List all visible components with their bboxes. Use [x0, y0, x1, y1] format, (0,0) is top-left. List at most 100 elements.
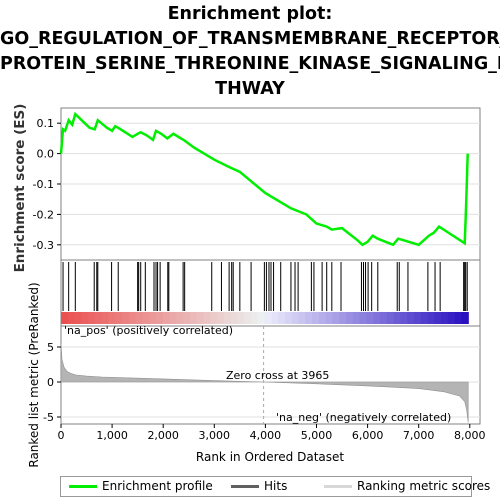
- rank-band-segment: [359, 312, 368, 324]
- rank-band-segment: [264, 312, 273, 324]
- rank-band-segment: [142, 312, 150, 324]
- x-tick-label: 0: [58, 429, 65, 442]
- rank-band-segment: [230, 312, 239, 324]
- rank-band-segment: [447, 312, 456, 324]
- rank-band-segment: [61, 312, 69, 324]
- rank-band-segment: [128, 312, 137, 324]
- es-ytick-label: 0.0: [37, 148, 55, 161]
- legend-label-hits: Hits: [264, 479, 288, 493]
- rank-band-segment: [339, 312, 347, 324]
- rank-band-segment: [183, 312, 191, 324]
- rank-band-segment: [135, 312, 144, 324]
- rank-band-segment: [454, 312, 463, 324]
- pos-label: 'na_pos' (positively correlated): [64, 324, 233, 337]
- rank-band-segment: [67, 312, 76, 324]
- rank-band-segment: [420, 312, 429, 324]
- x-axis-ticks: 0 1,000 2,000 3,000 4,000 5,000 6,000 7,000 8,00…: [58, 424, 486, 442]
- legend-swatch-enrichment: [69, 485, 97, 488]
- rank-band-segment: [305, 312, 313, 324]
- rank-band-segment: [346, 312, 354, 324]
- rank-band-segment: [257, 312, 266, 324]
- rank-band-segment: [162, 312, 171, 324]
- rank-band-segment: [366, 312, 374, 324]
- rank-band-segment: [176, 312, 184, 324]
- x-tick-label: 5,000: [301, 429, 333, 442]
- rank-band-segment: [196, 312, 205, 324]
- rank-band-segment: [156, 312, 164, 324]
- rank-band-segment: [352, 312, 361, 324]
- metric-panel: 5 0 -5 Zero cross at 3965 'na_pos' (positi…: [27, 282, 481, 468]
- hit-lines: [62, 262, 468, 311]
- rank-band-segment: [101, 312, 110, 324]
- es-y-ticks: 0.1 0.0 -0.1 -0.2 -0.3: [33, 117, 61, 252]
- title-line-2: GO_REGULATION_OF_TRANSMEMBRANE_RECEPTOR_: [0, 29, 500, 49]
- zero-cross-label: Zero cross at 3965: [226, 369, 329, 382]
- metric-panel-frame: [60, 325, 481, 425]
- rank-band-segment: [149, 312, 157, 324]
- rank-band-segment: [400, 312, 408, 324]
- rank-band-segment: [413, 312, 422, 324]
- rank-band-segment: [271, 312, 279, 324]
- rank-band-segment: [298, 312, 306, 324]
- rank-band-segment: [189, 312, 198, 324]
- x-axis-label: Rank in Ordered Dataset: [196, 450, 344, 464]
- rank-band-segment: [427, 312, 435, 324]
- rank-band-segment: [251, 312, 259, 324]
- title-line-1: Enrichment plot:: [167, 4, 333, 24]
- legend-label-ranking: Ranking metric scores: [357, 479, 491, 493]
- legend: Enrichment profile Hits Ranking metric s…: [60, 476, 490, 497]
- rank-band-segment: [94, 312, 103, 324]
- rank-band-segment: [108, 312, 116, 324]
- rank-band-segment: [461, 312, 469, 324]
- rank-band-segment: [74, 312, 82, 324]
- es-ytick-label: -0.1: [33, 178, 54, 191]
- rank-band-segment: [210, 312, 218, 324]
- neg-label: 'na_neg' (negatively correlated): [276, 411, 451, 424]
- rank-band-segment: [291, 312, 300, 324]
- x-tick-label: 3,000: [199, 429, 231, 442]
- rank-band-segment: [325, 312, 334, 324]
- es-ytick-label: -0.3: [33, 239, 54, 252]
- metric-ytick-label: 0: [47, 376, 54, 389]
- es-ytick-label: -0.2: [33, 208, 54, 221]
- legend-swatch-ranking: [324, 485, 352, 488]
- x-tick-label: 4,000: [250, 429, 282, 442]
- rank-band-segment: [115, 312, 123, 324]
- legend-label-enrichment: Enrichment profile: [102, 479, 213, 493]
- rank-band-segment: [441, 312, 449, 324]
- legend-item-hits: Hits: [231, 479, 287, 493]
- x-tick-label: 2,000: [147, 429, 179, 442]
- chart-title: Enrichment plot: GO_REGULATION_OF_TRANSM…: [0, 2, 500, 102]
- legend-item-enrichment: Enrichment profile: [69, 479, 213, 493]
- metric-y-ticks: 5 0 -5: [43, 341, 61, 424]
- hits-panel: [60, 259, 481, 327]
- es-panel: 0.1 0.0 -0.1 -0.2 -0.3 Enrichment score (ES): [12, 104, 481, 273]
- x-tick-label: 7,000: [403, 429, 435, 442]
- es-ytick-label: 0.1: [37, 117, 55, 130]
- rank-band-segment: [88, 312, 96, 324]
- legend-item-ranking: Ranking metric scores: [324, 479, 490, 493]
- rank-band-segment: [318, 312, 327, 324]
- rank-band-segment: [407, 312, 415, 324]
- es-grid: [61, 122, 480, 246]
- ranked-list-band: [61, 312, 469, 324]
- rank-band-segment: [169, 312, 177, 324]
- x-tick-label: 8,000: [454, 429, 486, 442]
- rank-band-segment: [223, 312, 232, 324]
- rank-band-segment: [312, 312, 320, 324]
- rank-band-segment: [278, 312, 286, 324]
- metric-ytick-label: -5: [43, 411, 54, 424]
- rank-band-segment: [203, 312, 211, 324]
- rank-band-segment: [332, 312, 340, 324]
- rank-band-segment: [122, 312, 130, 324]
- x-tick-label: 1,000: [96, 429, 128, 442]
- rank-band-segment: [81, 312, 89, 324]
- ranking-metric-area: [60, 343, 469, 423]
- title-line-3: PROTEIN_SERINE_THREONINE_KINASE_SIGNALIN…: [0, 54, 500, 74]
- metric-ytick-label: 5: [47, 341, 54, 354]
- title-line-4: THWAY: [215, 79, 285, 99]
- x-tick-label: 6,000: [352, 429, 384, 442]
- enrichment-profile-line: [59, 111, 469, 247]
- es-y-axis-label: Enrichment score (ES): [12, 104, 28, 273]
